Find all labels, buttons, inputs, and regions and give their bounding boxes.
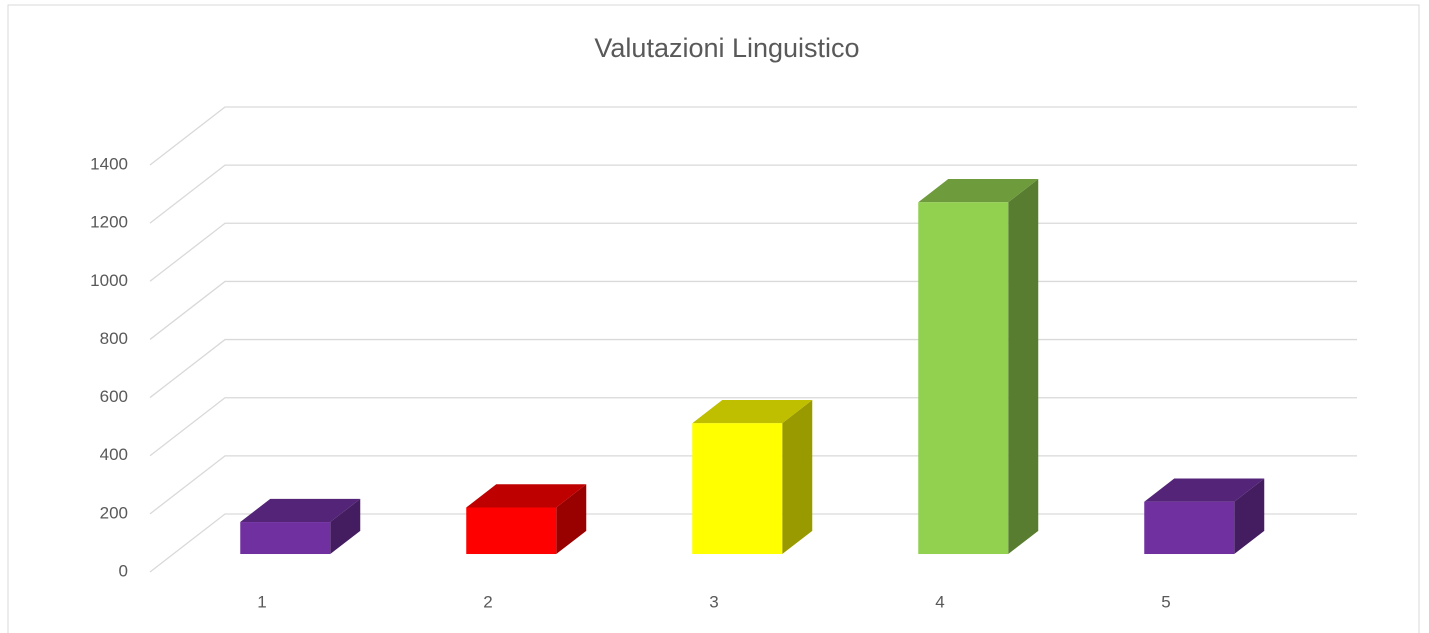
y-tick-label: 800 — [100, 329, 128, 348]
bar — [240, 522, 331, 555]
x-tick-label: 1 — [257, 592, 266, 611]
bar — [692, 423, 783, 555]
grid-line — [149, 106, 1357, 166]
bar — [918, 202, 1009, 555]
bar-side — [330, 498, 361, 555]
bar — [1144, 501, 1235, 555]
bar-top — [240, 498, 361, 523]
bar-side — [1008, 179, 1039, 555]
x-tick-label: 2 — [483, 592, 492, 611]
bar-side — [556, 484, 587, 555]
y-tick-label: 1200 — [90, 213, 128, 232]
chart-title: Valutazioni Linguistico — [594, 33, 859, 63]
y-tick-label: 200 — [100, 503, 128, 522]
bar-top — [692, 399, 813, 424]
y-tick-label: 1000 — [90, 271, 128, 290]
x-tick-label: 3 — [709, 592, 718, 611]
bar-top — [918, 179, 1039, 203]
y-tick-label: 1400 — [90, 154, 128, 173]
y-tick-label: 0 — [119, 561, 128, 580]
x-tick-label: 4 — [935, 592, 944, 611]
x-tick-label: 5 — [1161, 592, 1170, 611]
bar — [466, 507, 557, 555]
bar-side — [1234, 478, 1265, 555]
y-tick-label: 400 — [100, 445, 128, 464]
bar-top — [466, 484, 587, 508]
bar-side — [782, 399, 813, 555]
y-tick-label: 600 — [100, 387, 128, 406]
bar-top — [1144, 478, 1265, 502]
grid-line — [149, 164, 1357, 224]
